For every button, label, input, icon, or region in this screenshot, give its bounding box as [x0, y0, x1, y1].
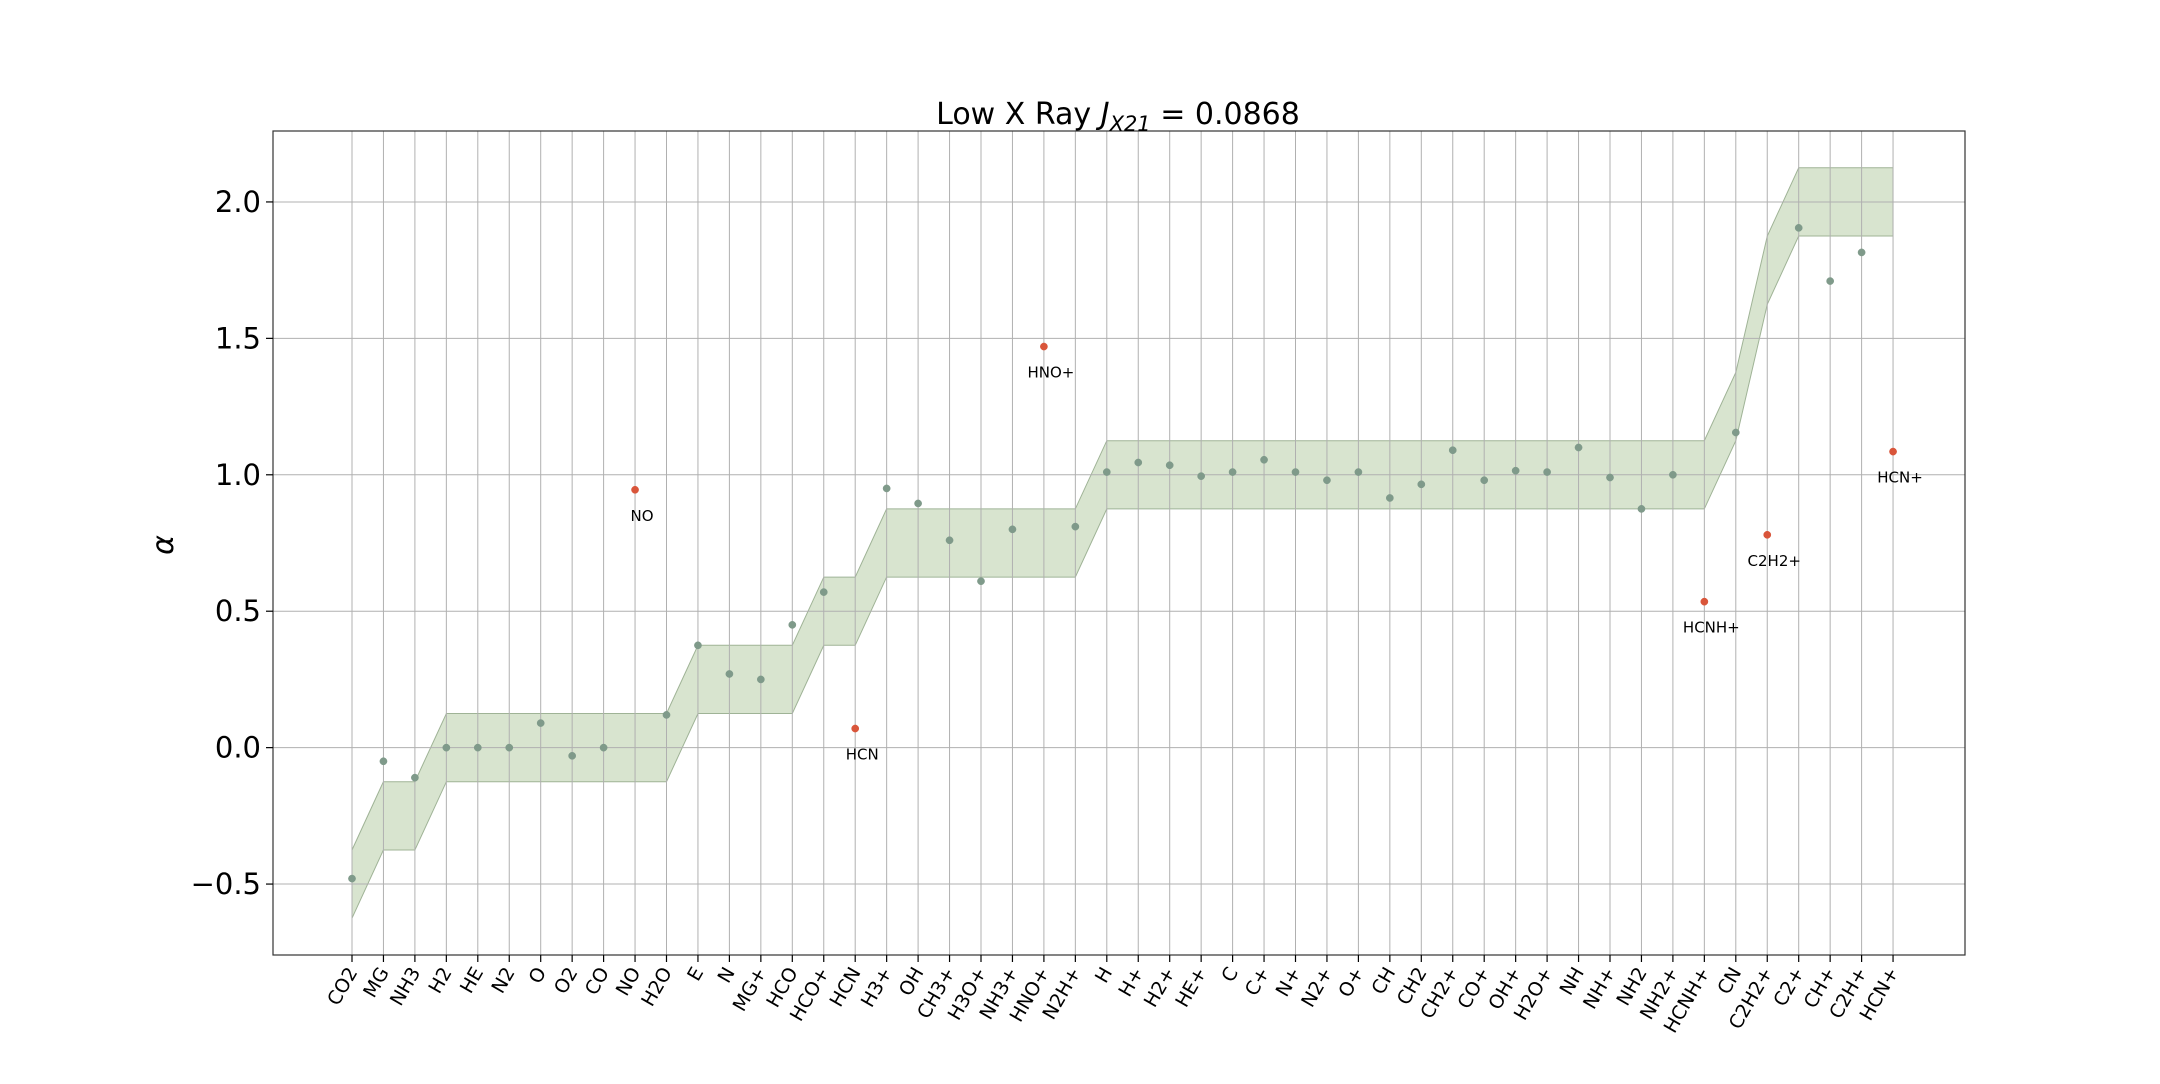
band-layer	[351, 167, 1894, 919]
data-point	[914, 499, 922, 508]
data-point	[1857, 248, 1866, 257]
data-point	[1794, 224, 1803, 232]
data-point	[1008, 525, 1017, 534]
data-point	[1134, 458, 1143, 467]
outlier-point	[1889, 447, 1897, 456]
data-point	[1417, 480, 1426, 489]
data-point	[819, 588, 828, 596]
y-axis-label: α	[146, 535, 181, 555]
data-point	[568, 751, 577, 760]
outlier-label: HCN	[846, 746, 879, 764]
outlier-point	[851, 724, 860, 733]
data-point	[977, 577, 985, 586]
data-point	[1291, 468, 1300, 476]
x-tick-label: HCN	[826, 964, 866, 1011]
outlier-label: HCN+	[1877, 469, 1923, 487]
x-tick-label: N	[714, 964, 740, 987]
data-point	[1386, 494, 1394, 502]
x-tick-label: HE+	[1171, 964, 1211, 1012]
x-tick-label: H2O	[637, 964, 677, 1011]
outlier-label: NO	[631, 507, 654, 525]
x-tick-label: NH+	[1579, 964, 1620, 1013]
data-point	[1606, 473, 1614, 482]
x-tick-label: CO2	[323, 964, 362, 1010]
data-point	[1511, 466, 1520, 475]
data-point	[379, 757, 388, 766]
data-point	[1102, 468, 1111, 476]
chart-title: Low X Ray JX21 = 0.0868	[936, 97, 1300, 136]
x-tick-label: O+	[1334, 964, 1368, 1002]
y-tick-label: 1.5	[215, 321, 261, 355]
data-point	[536, 719, 545, 727]
y-tick-label: 1.0	[215, 458, 261, 492]
data-point	[757, 675, 765, 684]
data-point	[788, 621, 797, 629]
data-point	[473, 743, 482, 752]
data-point	[1071, 522, 1080, 531]
data-point	[1637, 505, 1646, 513]
x-tick-label: MG+	[729, 964, 772, 1016]
data-point	[1197, 472, 1206, 481]
data-point	[1480, 476, 1489, 485]
y-tick-label: 2.0	[215, 185, 261, 219]
x-tick-label: NH3	[386, 964, 425, 1010]
data-point	[1165, 461, 1174, 470]
data-point	[1826, 277, 1835, 285]
data-point	[1260, 455, 1268, 464]
data-point	[599, 743, 608, 752]
x-tick-label: H2	[424, 964, 456, 998]
x-tick-label: N2+	[1297, 964, 1337, 1012]
x-tick-label: CO	[581, 964, 614, 999]
plot-frame	[272, 130, 1966, 956]
outlier-labels-layer: NO HCN HNO+ HCNH+ C2H2+ HCN+	[631, 364, 1923, 764]
outlier-label: HCNH+	[1683, 619, 1740, 637]
data-point	[1669, 470, 1677, 479]
y-tick-label: 0.0	[215, 731, 261, 765]
data-point	[694, 641, 702, 650]
x-tick-label: H2+	[1140, 964, 1180, 1012]
data-point	[1323, 476, 1331, 485]
data-point	[945, 536, 954, 545]
x-tick-label: HE	[456, 964, 488, 998]
grid-layer	[273, 131, 1965, 955]
outlier-point	[1700, 597, 1709, 606]
data-point	[882, 484, 891, 493]
data-point	[1731, 428, 1740, 437]
data-point	[1228, 468, 1237, 476]
x-tick-label: E	[683, 964, 708, 985]
x-tick-label: O	[524, 964, 551, 988]
data-point	[662, 711, 671, 719]
outlier-label: C2H2+	[1748, 552, 1801, 570]
y-tick-label: −0.5	[191, 867, 261, 901]
y-tick-label: 0.5	[215, 594, 261, 628]
data-point	[411, 773, 419, 782]
points-layer	[348, 224, 1897, 883]
data-point	[1574, 443, 1583, 452]
outlier-point	[1763, 530, 1772, 539]
x-tick-label: C+	[1241, 964, 1275, 1000]
outlier-point	[1040, 342, 1048, 351]
data-point	[348, 874, 356, 883]
data-point	[505, 743, 514, 752]
data-point	[442, 743, 451, 752]
x-tick-label: H	[1091, 964, 1117, 987]
x-tick-label: O2	[550, 964, 583, 998]
outlier-label: HNO+	[1027, 364, 1074, 382]
data-point	[725, 670, 734, 678]
outlier-point	[631, 485, 639, 494]
x-tick-label: H3+	[857, 964, 897, 1012]
x-tick-label: N2	[487, 964, 519, 998]
x-tick-label: C	[1217, 964, 1243, 987]
y-axis: −0.5 0.0 0.5 1.0 1.5 2.0	[191, 185, 273, 901]
data-point	[1543, 468, 1551, 476]
data-point	[1354, 468, 1363, 476]
data-point	[1448, 446, 1457, 455]
uncertainty-band	[351, 167, 1894, 919]
